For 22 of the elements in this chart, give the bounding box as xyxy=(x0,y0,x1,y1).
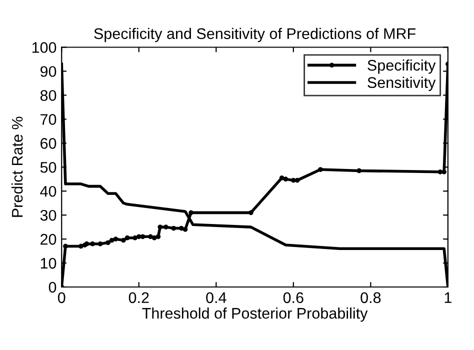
chart-title: Specificity and Sensitivity of Predictions of MRF xyxy=(94,28,416,42)
x-tick-label: 0.4 xyxy=(206,292,226,304)
y-tick-label: 100 xyxy=(32,42,56,53)
y-tick-label: 50 xyxy=(40,162,56,173)
x-tick-label: 1 xyxy=(444,292,452,303)
y-tick-label: 10 xyxy=(40,258,56,269)
legend-label: Sensitivity xyxy=(368,76,436,92)
y-tick-label: 60 xyxy=(40,138,56,149)
x-tick-label: 0.8 xyxy=(360,292,381,304)
y-tick-label: 20 xyxy=(40,234,56,245)
y-tick-label: 80 xyxy=(40,90,56,101)
y-axis-title: Predict Rate % xyxy=(11,116,23,217)
y-tick-label: 90 xyxy=(40,66,56,77)
legend-label: Specificity xyxy=(368,59,436,74)
x-tick-label: 0.6 xyxy=(283,292,304,304)
y-tick-label: 30 xyxy=(40,210,56,221)
y-tick-label: 40 xyxy=(40,186,56,197)
x-tick-label: 0.2 xyxy=(128,292,149,304)
x-axis-title: Threshold of Posterior Probability xyxy=(142,307,368,322)
y-tick-label: 0 xyxy=(48,282,56,293)
x-tick-label: 0 xyxy=(58,292,66,304)
y-tick-label: 70 xyxy=(40,114,56,125)
